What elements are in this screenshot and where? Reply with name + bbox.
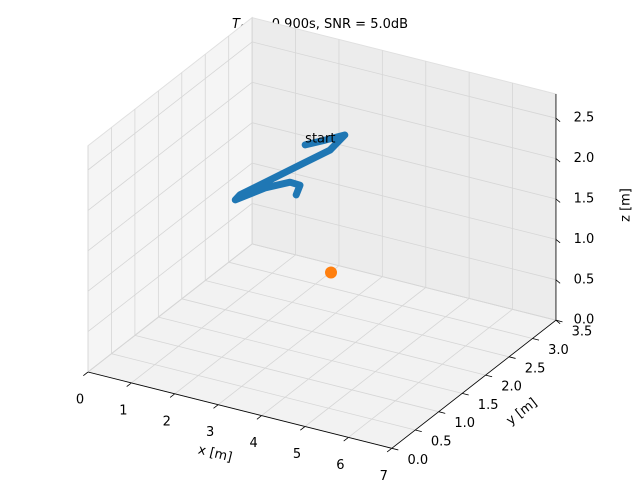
grid-line (205, 280, 510, 358)
grid-line (252, 162, 557, 240)
x-tick-label: 4 (249, 436, 257, 451)
tick-mark (126, 382, 132, 387)
x-axis (87, 371, 392, 449)
y-tick-label: 0.0 (407, 453, 428, 468)
grid-line (348, 308, 513, 438)
grid-line (87, 243, 253, 373)
tick-mark (555, 319, 561, 324)
x-tick-label: 0 (76, 393, 84, 408)
y-tick-label: 1.5 (478, 398, 499, 413)
tick-mark (555, 158, 561, 163)
tick-mark (415, 429, 422, 433)
y-tick-label: 3.0 (548, 343, 569, 358)
grid-line (134, 335, 439, 413)
tick-mark (83, 371, 89, 376)
x-tick-label: 6 (336, 458, 344, 473)
grid-line (252, 243, 557, 321)
z-axis-label: z [m] (619, 188, 634, 222)
z-tick-label: 2.5 (574, 111, 595, 126)
tick-mark (532, 338, 540, 341)
tick-mark (555, 117, 561, 122)
tick-mark (555, 279, 561, 284)
y-tick-label: 3.5 (572, 325, 593, 340)
tick-mark (555, 319, 563, 323)
grid-line (87, 81, 253, 211)
x-tick-label: 1 (119, 403, 127, 418)
z-tick-label: 1.0 (574, 232, 595, 247)
grid-line (111, 353, 416, 431)
grid-line (87, 41, 253, 171)
tick-mark (462, 393, 469, 396)
tick-mark (386, 447, 393, 453)
grid-line (252, 203, 557, 281)
y-tick-label: 0.5 (431, 435, 452, 450)
grid-line (261, 287, 426, 416)
tick-mark (391, 447, 399, 451)
title-symbol: T (232, 17, 241, 32)
y-tick-label: 1.0 (454, 416, 475, 431)
grid-line (252, 122, 557, 200)
tick-mark (300, 426, 306, 431)
y-axis (391, 319, 557, 449)
grid-line (252, 41, 557, 119)
x-axis-label: x [m] (196, 443, 233, 466)
tick-mark (438, 411, 446, 414)
source-point (325, 266, 338, 279)
grid-line (87, 203, 253, 332)
trajectory (231, 131, 349, 204)
grid-line (131, 254, 296, 384)
grid-line (217, 276, 383, 406)
grid-line (181, 298, 486, 376)
grid-line (87, 122, 253, 252)
tick-mark (213, 404, 219, 409)
x-tick-label: 5 (293, 447, 301, 462)
tick-mark (555, 198, 561, 203)
tick-mark (555, 239, 561, 244)
x-tick-label: 7 (380, 469, 388, 480)
grid-line (304, 298, 470, 427)
x-tick-label: 3 (206, 425, 214, 440)
z-tick-label: 0.0 (574, 313, 595, 328)
grid-line (252, 81, 557, 159)
tick-mark (169, 393, 176, 398)
grid-line (228, 261, 533, 339)
y-tick-label: 2.5 (525, 361, 546, 376)
z-tick-label: 1.5 (574, 192, 595, 207)
x-tick-label: 2 (163, 414, 171, 429)
y-axis-label: y [m] (504, 395, 541, 428)
tick-mark (343, 437, 349, 442)
grid-line (174, 265, 340, 395)
grid-line (158, 316, 463, 394)
annotation: start (305, 131, 335, 146)
tick-mark (256, 415, 262, 420)
z-tick-label: 2.0 (574, 151, 595, 166)
tick-mark (485, 374, 493, 378)
grid-line (87, 162, 253, 292)
tick-mark (508, 356, 516, 359)
z-tick-label: 0.5 (574, 272, 595, 287)
y-tick-label: 2.0 (501, 380, 522, 395)
